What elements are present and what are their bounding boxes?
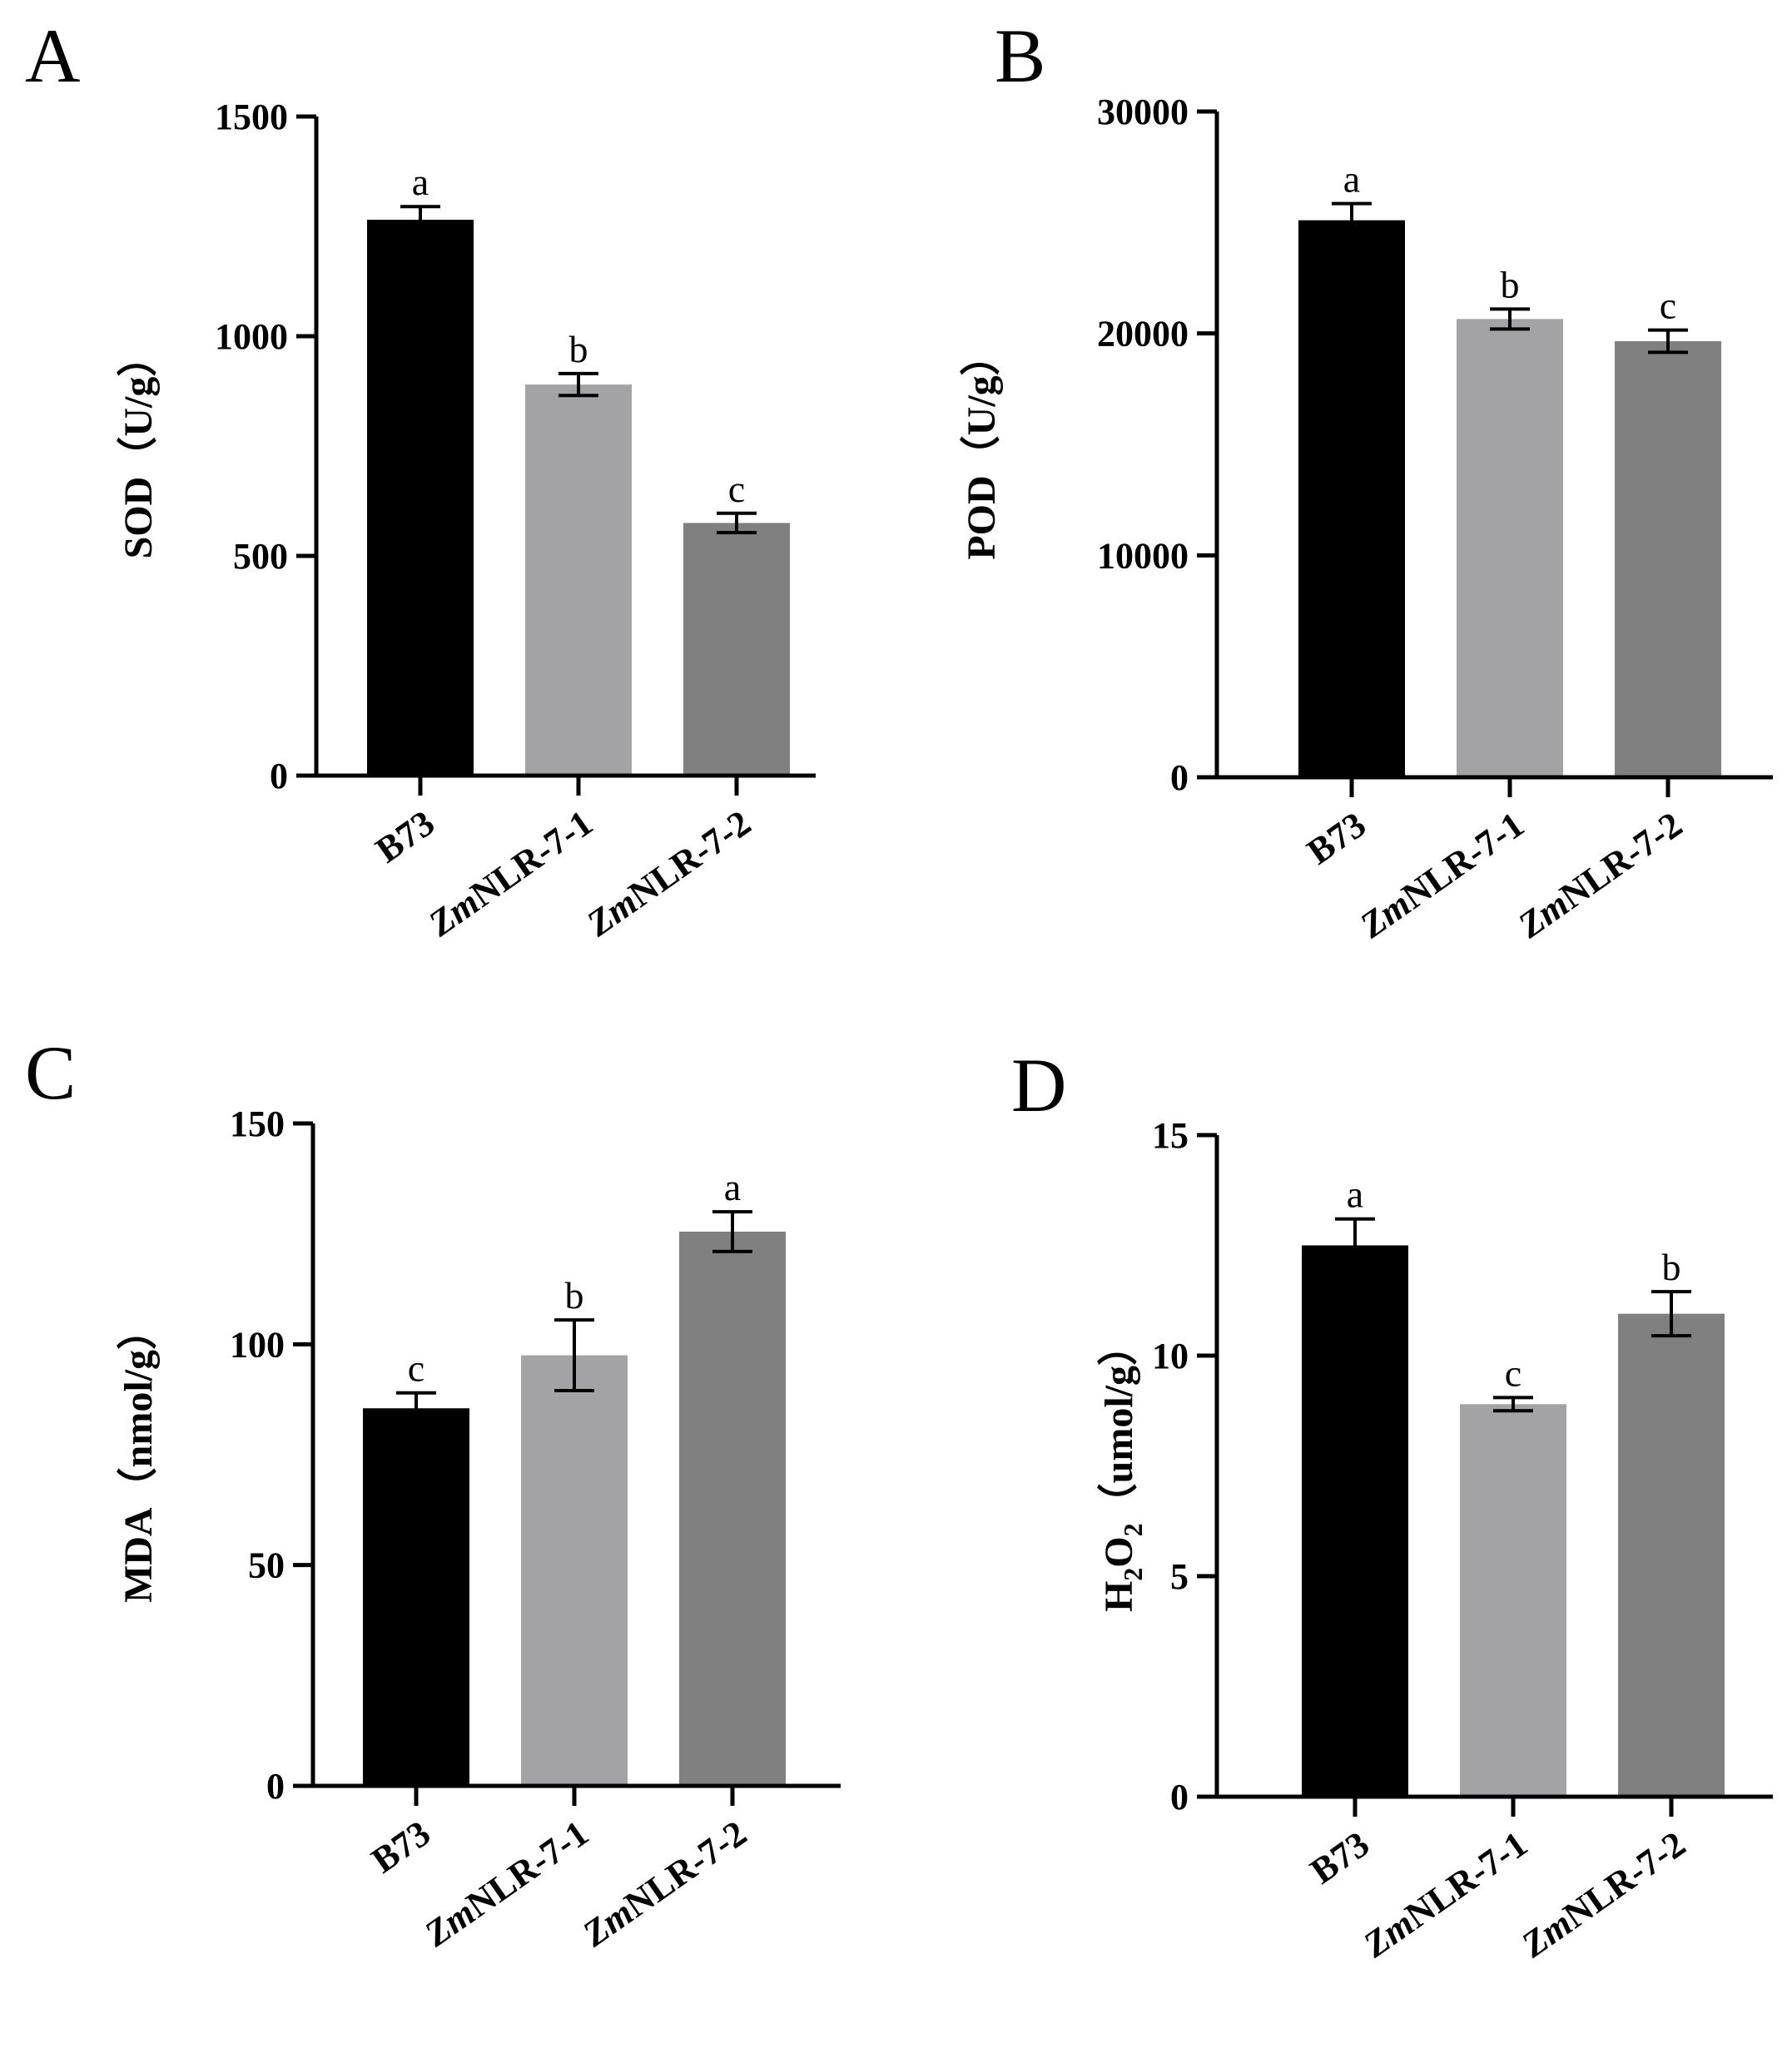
error-bar-3 bbox=[712, 1210, 752, 1253]
y-tick-label: 150 bbox=[230, 1103, 285, 1144]
bar-3 bbox=[1618, 1313, 1725, 1797]
y-tick-label: 0 bbox=[266, 1766, 285, 1807]
error-bar-3 bbox=[717, 511, 757, 535]
significance-letter: a bbox=[1343, 158, 1360, 201]
significance-letter: a bbox=[724, 1166, 741, 1208]
error-bar-2 bbox=[1490, 307, 1530, 331]
y-axis-title-unit: （U/g） bbox=[960, 335, 1004, 475]
bar-2 bbox=[521, 1355, 628, 1786]
y-axis-title-unit: （umol/g） bbox=[1097, 1326, 1141, 1523]
y-axis-title: SOD（U/g） bbox=[117, 337, 161, 559]
error-bar-3 bbox=[1651, 1290, 1691, 1338]
y-axis-title: H2O2（umol/g） bbox=[1097, 1326, 1148, 1612]
significance-letter: a bbox=[412, 161, 429, 203]
y-tick-label: 5 bbox=[1170, 1556, 1189, 1597]
error-bar-2 bbox=[558, 371, 598, 398]
y-axis-title-part: O bbox=[1097, 1536, 1141, 1567]
y-tick-label: 0 bbox=[1170, 1777, 1189, 1817]
error-bar-2 bbox=[1493, 1396, 1533, 1413]
panel-letter: D bbox=[1011, 1043, 1066, 1128]
bar-2 bbox=[525, 384, 632, 776]
significance-letter: b bbox=[1662, 1246, 1681, 1288]
bar-1 bbox=[367, 220, 474, 776]
panel-letter: A bbox=[25, 13, 80, 98]
y-axis-title: MDA（nmol/g） bbox=[117, 1310, 161, 1603]
significance-letter: c bbox=[408, 1347, 424, 1390]
y-axis-title-part: POD bbox=[960, 475, 1004, 559]
y-axis-title-unit: （U/g） bbox=[117, 337, 161, 477]
y-tick-label: 50 bbox=[248, 1545, 285, 1586]
y-tick-label: 0 bbox=[1170, 757, 1189, 798]
y-tick-label: 0 bbox=[270, 756, 288, 796]
bar-1 bbox=[1302, 1245, 1408, 1797]
significance-letter: a bbox=[1347, 1173, 1363, 1216]
y-axis-title-part: SOD bbox=[117, 477, 161, 559]
y-tick-label: 1000 bbox=[215, 316, 288, 357]
y-axis-title-part: MDA bbox=[117, 1507, 161, 1603]
bar-1 bbox=[1298, 220, 1405, 778]
y-tick-label: 1500 bbox=[215, 97, 288, 137]
y-axis-title: POD（U/g） bbox=[960, 335, 1004, 559]
panel-letter: B bbox=[995, 13, 1045, 98]
y-axis-title-unit: （nmol/g） bbox=[117, 1310, 161, 1507]
bar-2 bbox=[1460, 1404, 1566, 1797]
y-axis-title-subscript: 2 bbox=[1118, 1568, 1148, 1581]
panel-letter: C bbox=[25, 1030, 76, 1115]
y-axis-title-part: H bbox=[1097, 1581, 1141, 1612]
significance-letter: c bbox=[1505, 1351, 1521, 1394]
y-tick-label: 30000 bbox=[1097, 92, 1189, 132]
panel-d: Dacb051015B73ZmNLR-7-1ZmNLR-7-2H2O2（umol… bbox=[1011, 1043, 1773, 1966]
bar-3 bbox=[679, 1232, 786, 1786]
y-axis-title-subscript: 2 bbox=[1118, 1523, 1148, 1536]
error-bar-1 bbox=[1335, 1217, 1375, 1274]
error-bar-1 bbox=[1332, 201, 1372, 239]
significance-letter: b bbox=[1501, 263, 1520, 305]
y-tick-label: 15 bbox=[1152, 1115, 1189, 1156]
bar-2 bbox=[1457, 319, 1563, 777]
significance-letter: c bbox=[1660, 285, 1676, 327]
error-bar-1 bbox=[400, 205, 440, 235]
bar-3 bbox=[1615, 341, 1721, 777]
y-tick-label: 20000 bbox=[1097, 314, 1189, 355]
panel-a: Aabc050010001500B73ZmNLR-7-1ZmNLR-7-2SOD… bbox=[25, 13, 816, 945]
significance-letter: b bbox=[565, 1274, 584, 1317]
y-tick-label: 100 bbox=[230, 1324, 285, 1365]
y-tick-label: 10 bbox=[1152, 1336, 1189, 1376]
error-bar-1 bbox=[396, 1391, 436, 1426]
y-tick-label: 10000 bbox=[1097, 535, 1189, 576]
error-bar-3 bbox=[1648, 328, 1688, 355]
significance-letter: b bbox=[569, 328, 588, 370]
y-tick-label: 500 bbox=[233, 536, 288, 577]
bar-3 bbox=[683, 523, 790, 776]
bar-1 bbox=[363, 1408, 469, 1786]
error-bar-2 bbox=[554, 1318, 594, 1393]
significance-letter: c bbox=[728, 468, 745, 510]
